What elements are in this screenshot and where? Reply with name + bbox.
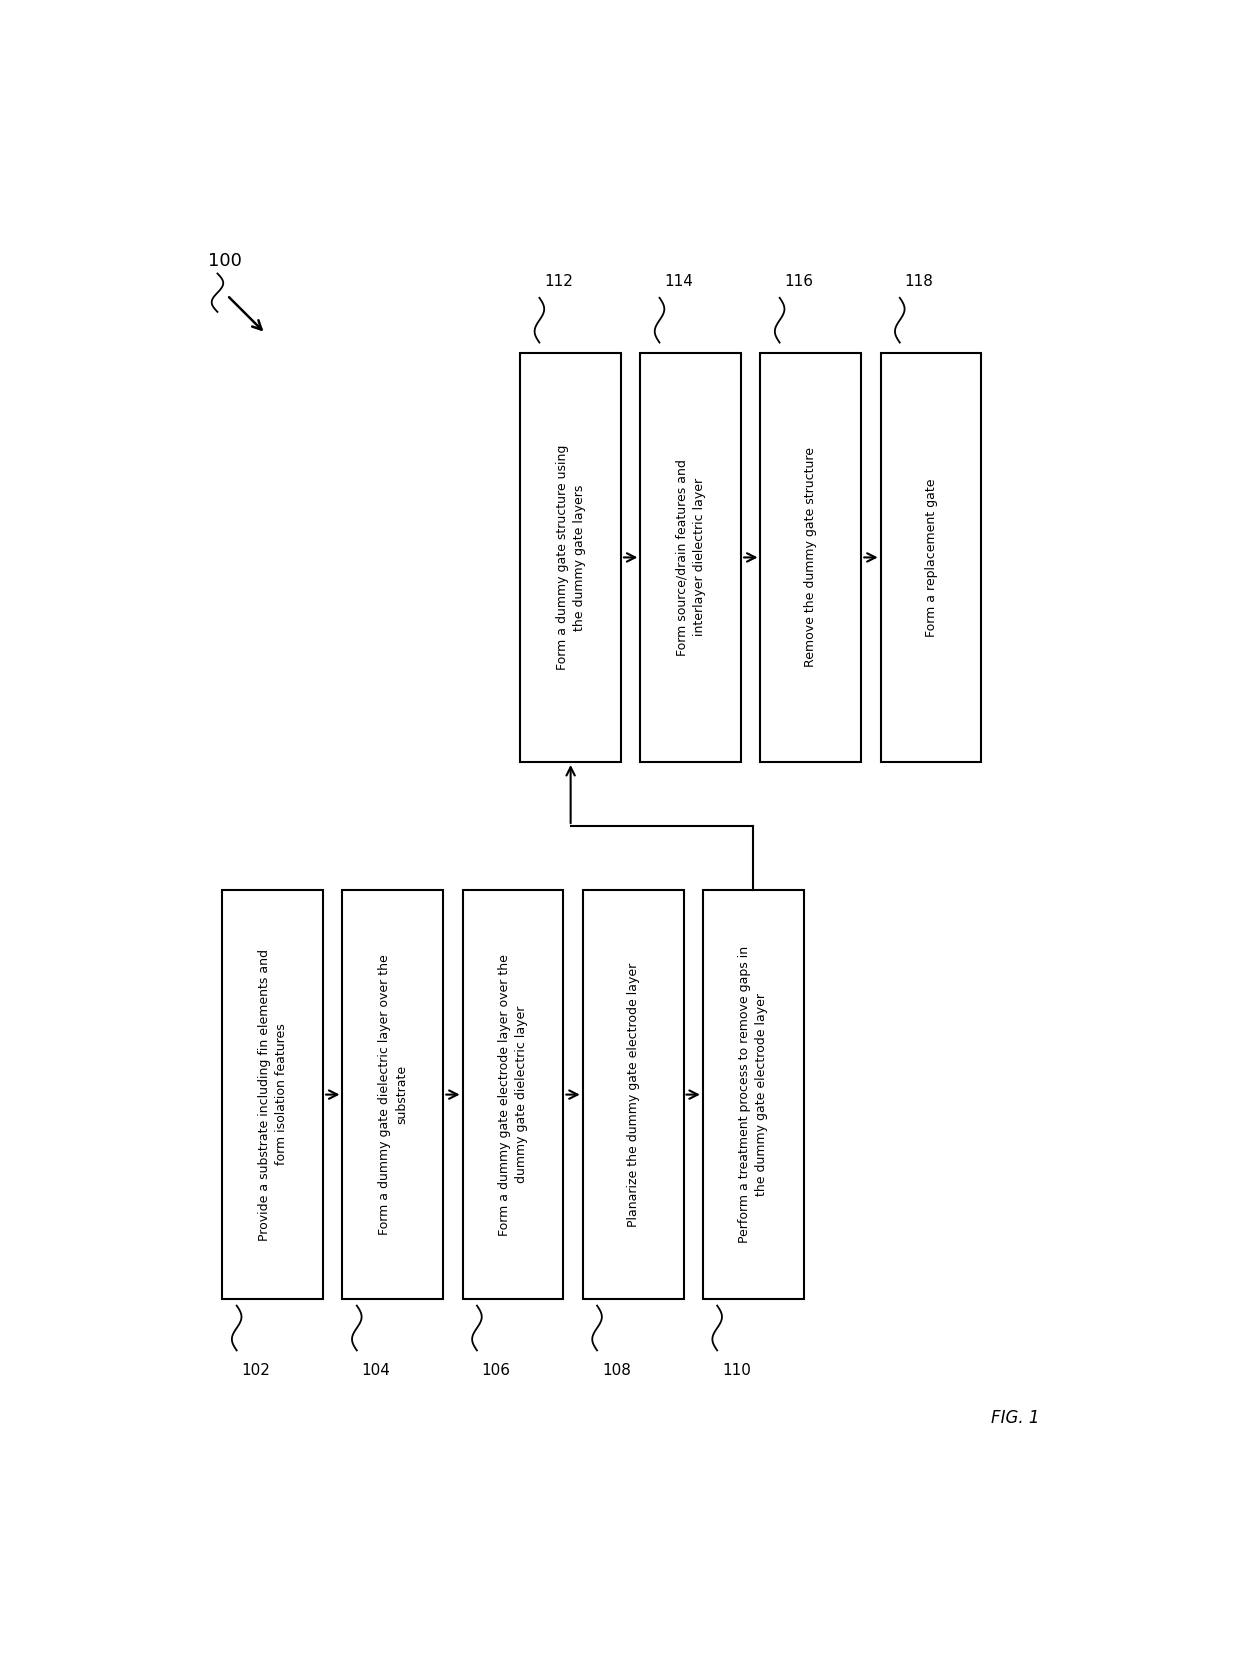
- Text: 118: 118: [905, 274, 934, 289]
- Text: Form a replacement gate: Form a replacement gate: [925, 478, 937, 636]
- Text: Remove the dummy gate structure: Remove the dummy gate structure: [805, 447, 817, 668]
- Text: Form a dummy gate electrode layer over the
dummy gate dielectric layer: Form a dummy gate electrode layer over t…: [498, 953, 528, 1236]
- Bar: [640, 352, 742, 762]
- Text: 114: 114: [665, 274, 693, 289]
- Text: 100: 100: [208, 252, 242, 269]
- Bar: [222, 890, 324, 1299]
- Text: 112: 112: [544, 274, 573, 289]
- Text: Provide a substrate including fin elements and
form isolation features: Provide a substrate including fin elemen…: [258, 948, 288, 1241]
- Bar: [880, 352, 982, 762]
- Bar: [583, 890, 683, 1299]
- Bar: [463, 890, 563, 1299]
- Text: FIG. 1: FIG. 1: [991, 1409, 1039, 1427]
- Text: Planarize the dummy gate electrode layer: Planarize the dummy gate electrode layer: [626, 962, 640, 1227]
- Text: 108: 108: [601, 1364, 631, 1379]
- Text: Form a dummy gate structure using
the dummy gate layers: Form a dummy gate structure using the du…: [556, 445, 585, 669]
- Text: 110: 110: [722, 1364, 751, 1379]
- Bar: [760, 352, 862, 762]
- Text: 104: 104: [362, 1364, 391, 1379]
- Bar: [342, 890, 444, 1299]
- Text: Perform a treatment process to remove gaps in
the dummy gate electrode layer: Perform a treatment process to remove ga…: [738, 947, 769, 1242]
- Text: Form a dummy gate dielectric layer over the
substrate: Form a dummy gate dielectric layer over …: [378, 953, 408, 1236]
- Text: Form source/drain features and
interlayer dielectric layer: Form source/drain features and interlaye…: [676, 458, 706, 656]
- Text: 102: 102: [242, 1364, 270, 1379]
- Text: 116: 116: [785, 274, 813, 289]
- Text: 106: 106: [481, 1364, 511, 1379]
- Bar: [703, 890, 804, 1299]
- Bar: [521, 352, 621, 762]
